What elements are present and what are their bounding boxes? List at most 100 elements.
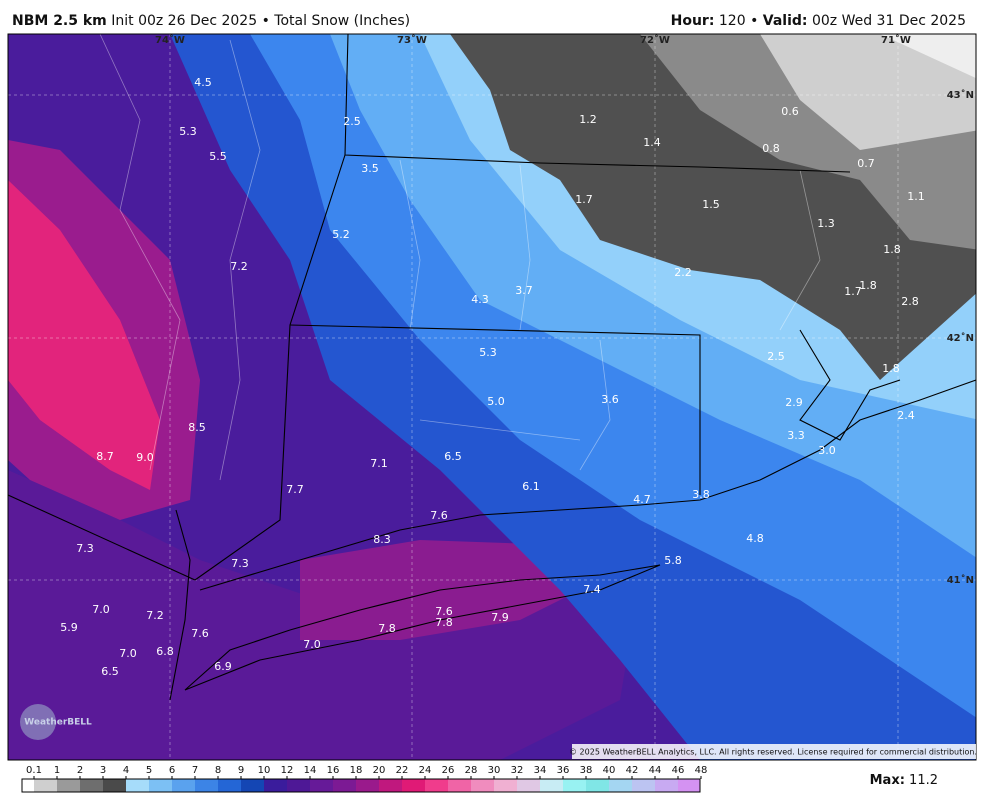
hour-label: Hour: xyxy=(671,13,715,29)
model: NBM 2.5 km xyxy=(12,13,107,29)
colorbar-label: 8 xyxy=(215,765,221,776)
snow-amount: 7.6 xyxy=(191,627,209,640)
snow-amount: 7.0 xyxy=(92,603,110,616)
snow-field xyxy=(8,180,160,490)
colorbar-label: 14 xyxy=(304,765,317,776)
colorbar-label: 34 xyxy=(534,765,547,776)
county-lines xyxy=(99,34,821,481)
colorbar-segment xyxy=(540,779,563,792)
colorbar-segment xyxy=(517,779,540,792)
map xyxy=(8,34,976,760)
snow-amount: 7.0 xyxy=(303,638,321,651)
latitude-label: 42˚N xyxy=(947,332,974,344)
longitude-label: 74˚W xyxy=(155,34,185,46)
colorbar-label: 1 xyxy=(54,765,60,776)
product: Total Snow (Inches) xyxy=(273,13,410,29)
snow-amount: 1.8 xyxy=(883,243,901,256)
colorbar-label: 3 xyxy=(100,765,106,776)
colorbar-segment xyxy=(126,779,149,792)
snow-amount: 5.9 xyxy=(60,621,78,634)
valid: 00z Wed 31 Dec 2025 xyxy=(812,13,966,29)
snow-amount: 1.7 xyxy=(575,193,593,206)
colorbar-segment xyxy=(22,779,34,792)
copyright: © 2025 WeatherBELL Analytics, LLC. All r… xyxy=(569,748,977,757)
header-right: Hour: 120 • Valid: 00z Wed 31 Dec 2025 xyxy=(671,13,966,29)
max-label: Max: 11.2 xyxy=(870,773,938,788)
longitude-label: 73˚W xyxy=(397,34,427,46)
snow-amount: 1.3 xyxy=(817,217,835,230)
snow-amount: 5.2 xyxy=(332,228,350,241)
colorbar-label: 16 xyxy=(327,765,340,776)
longitude-label: 72˚W xyxy=(640,34,670,46)
snow-amount: 1.1 xyxy=(907,190,925,203)
snow-amount: 7.2 xyxy=(230,260,248,273)
snow-amount: 0.8 xyxy=(762,142,780,155)
colorbar-segment xyxy=(402,779,425,792)
snow-amount: 7.6 xyxy=(430,509,448,522)
colorbar-label: 38 xyxy=(580,765,593,776)
colorbar-segment xyxy=(333,779,356,792)
colorbar-segment xyxy=(655,779,678,792)
init: Init 00z 26 Dec 2025 xyxy=(111,13,257,29)
snow-amount: 5.8 xyxy=(664,554,682,567)
snow-amount: 4.5 xyxy=(194,76,212,89)
graticule xyxy=(8,34,976,760)
snow-field xyxy=(880,34,976,79)
colorbar-label: 28 xyxy=(465,765,478,776)
colorbar-segment xyxy=(563,779,586,792)
snow-amount: 9.0 xyxy=(136,451,154,464)
snow-amount: 1.5 xyxy=(702,198,720,211)
colorbar-segment xyxy=(379,779,402,792)
snow-amount: 3.6 xyxy=(601,393,619,406)
snow-amount: 7.8 xyxy=(378,622,396,635)
separator: • xyxy=(750,13,758,29)
colorbar-label: 32 xyxy=(511,765,524,776)
snow-amount: 7.2 xyxy=(146,609,164,622)
snow-amount: 4.7 xyxy=(633,493,651,506)
latitude-label: 43˚N xyxy=(947,89,974,101)
snow-amount: 3.0 xyxy=(818,444,836,457)
snow-amount: 1.4 xyxy=(643,136,661,149)
colorbar-label: 30 xyxy=(488,765,501,776)
colorbar-label: 20 xyxy=(373,765,386,776)
colorbar-segment xyxy=(471,779,494,792)
snow-amount: 0.7 xyxy=(857,157,875,170)
snow-amount: 7.4 xyxy=(583,583,601,596)
snow-field xyxy=(300,540,600,640)
colorbar-segment xyxy=(241,779,264,792)
colorbar-label: 0.1 xyxy=(26,765,42,776)
snow-amount: 1.8 xyxy=(859,279,877,292)
max-value: 11.2 xyxy=(909,773,938,788)
snow-amount: 2.9 xyxy=(785,396,803,409)
colorbar-label: 12 xyxy=(281,765,294,776)
snow-amount: 6.5 xyxy=(101,665,119,678)
snow-amount: 6.1 xyxy=(522,480,540,493)
longitude-label: 71˚W xyxy=(881,34,911,46)
snow-amount: 8.5 xyxy=(188,421,206,434)
snow-amount: 2.5 xyxy=(343,115,361,128)
colorbar-label: 2 xyxy=(77,765,83,776)
colorbar-label: 42 xyxy=(626,765,639,776)
colorbar-label: 36 xyxy=(557,765,570,776)
valid-label: Valid: xyxy=(763,13,808,29)
snow-amount: 7.6 xyxy=(435,605,453,618)
snow-amount: 7.3 xyxy=(231,557,249,570)
colorbar-label: 6 xyxy=(169,765,175,776)
snow-amount: 1.8 xyxy=(882,362,900,375)
copyright-bg xyxy=(572,744,976,759)
colorbar-label: 26 xyxy=(442,765,455,776)
logo: WeatherBELL xyxy=(24,718,92,728)
colorbar-segment xyxy=(195,779,218,792)
colorbar-label: 7 xyxy=(192,765,198,776)
colorbar-label: 24 xyxy=(419,765,432,776)
colorbar-label: 9 xyxy=(238,765,244,776)
snow-amount: 1.7 xyxy=(844,285,862,298)
snow-amount: 7.3 xyxy=(76,542,94,555)
snow-amount: 6.5 xyxy=(444,450,462,463)
snow-amount: 6.9 xyxy=(214,660,232,673)
snow-amount: 7.9 xyxy=(491,611,509,624)
state-lines xyxy=(8,34,976,701)
colorbar-segment xyxy=(172,779,195,792)
colorbar-segment xyxy=(103,779,126,792)
